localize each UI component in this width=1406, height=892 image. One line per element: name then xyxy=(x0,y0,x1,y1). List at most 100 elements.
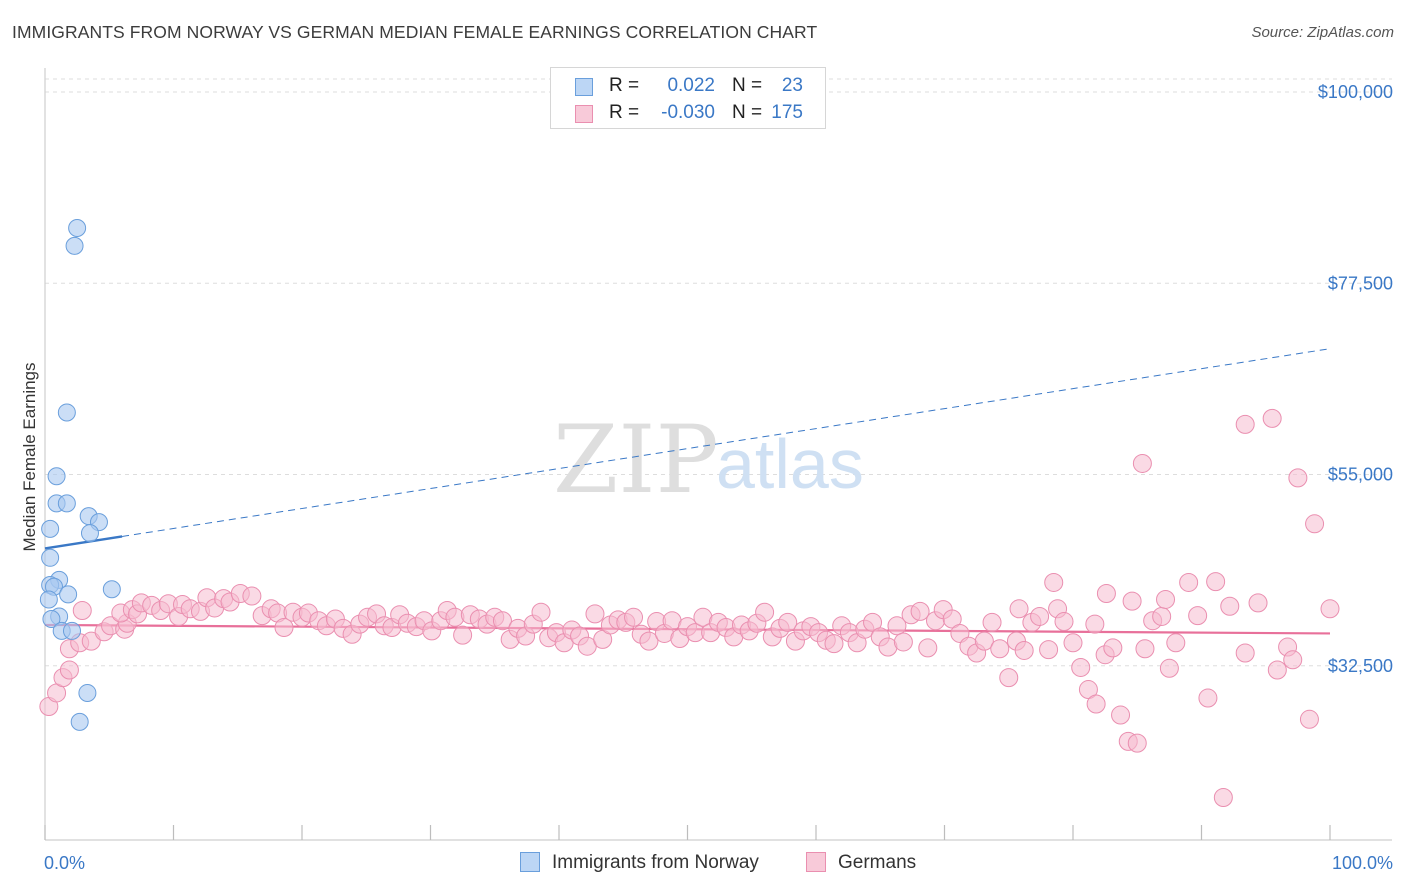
point-norway xyxy=(102,580,121,599)
point-germans xyxy=(1132,453,1152,473)
point-germans xyxy=(1198,688,1218,708)
point-germans xyxy=(1299,709,1319,729)
point-germans xyxy=(72,601,92,620)
bottom-legend-germans: Germans xyxy=(806,852,916,874)
point-germans xyxy=(1220,596,1240,616)
point-germans xyxy=(453,625,473,645)
point-germans xyxy=(982,612,1002,632)
bottom-legend-norway: Immigrants from Norway xyxy=(520,852,759,874)
point-norway xyxy=(62,621,81,640)
point-germans xyxy=(1320,599,1340,619)
point-germans xyxy=(1086,694,1106,714)
legend-n-label: N = xyxy=(732,102,763,123)
point-norway xyxy=(68,219,87,237)
legend-r-label: R = xyxy=(609,75,640,96)
point-germans xyxy=(1103,638,1123,658)
legend-swatch-pink xyxy=(575,105,593,123)
point-germans xyxy=(1156,589,1176,609)
point-germans xyxy=(1071,657,1091,677)
point-norway xyxy=(57,403,76,422)
point-norway xyxy=(41,519,60,538)
point-germans xyxy=(1063,633,1083,653)
y-tick-label-3: $100,000 xyxy=(1318,82,1393,102)
point-germans xyxy=(59,660,79,680)
point-germans xyxy=(1305,514,1325,534)
point-germans xyxy=(1039,640,1059,660)
point-germans xyxy=(1054,612,1074,632)
point-germans xyxy=(1085,614,1105,634)
point-germans xyxy=(1283,650,1303,670)
point-germans xyxy=(1044,572,1064,592)
x-tick-label-min: 0.0% xyxy=(44,853,85,873)
data-points xyxy=(39,219,1340,807)
point-norway xyxy=(78,683,97,702)
point-germans xyxy=(531,602,551,622)
point-germans xyxy=(824,634,844,654)
legend-row-germans: R = -0.030 N = 175 xyxy=(551,101,825,127)
point-germans xyxy=(918,638,938,658)
legend-r-value: 0.022 xyxy=(667,75,715,96)
point-germans xyxy=(1135,639,1155,659)
point-norway xyxy=(65,236,84,255)
point-germans xyxy=(1235,643,1255,663)
point-germans xyxy=(274,618,294,637)
point-germans xyxy=(242,586,262,606)
point-germans xyxy=(624,607,644,627)
point-norway xyxy=(47,467,66,486)
point-norway xyxy=(80,524,99,543)
bottom-legend-label: Immigrants from Norway xyxy=(552,852,759,873)
point-germans xyxy=(1288,468,1308,488)
point-germans xyxy=(1206,572,1226,592)
point-germans xyxy=(887,616,907,636)
point-germans xyxy=(974,631,994,651)
point-norway xyxy=(59,585,78,604)
legend-n-label: N = xyxy=(732,75,763,96)
legend-n-value: 23 xyxy=(781,75,803,96)
point-germans xyxy=(1111,705,1131,725)
point-germans xyxy=(1235,414,1255,434)
point-norway xyxy=(70,712,89,731)
point-norway xyxy=(39,590,58,609)
y-tick-label-2: $77,500 xyxy=(1328,273,1393,293)
legend-r-label: R = xyxy=(609,102,640,123)
legend-row-norway: R = 0.022 N = 23 xyxy=(551,74,825,100)
point-germans xyxy=(1188,606,1208,626)
point-germans xyxy=(1159,658,1179,678)
point-germans xyxy=(639,631,659,651)
point-germans xyxy=(1014,640,1034,660)
legend-n-value: 175 xyxy=(771,102,803,123)
watermark-zip: ZIP xyxy=(553,406,719,515)
y-tick-label-1: $55,000 xyxy=(1328,465,1393,485)
trend-line-norway xyxy=(44,535,123,550)
x-tick-label-max: 100.0% xyxy=(1332,853,1393,873)
point-germans xyxy=(1096,584,1116,603)
bottom-legend-swatch-pink xyxy=(806,852,826,872)
point-norway xyxy=(42,610,61,628)
x-tick-labels: 0.0% 100.0% xyxy=(44,853,1393,873)
point-germans xyxy=(893,632,913,652)
point-germans xyxy=(1248,593,1268,613)
point-norway xyxy=(57,494,76,513)
legend-swatch-blue xyxy=(575,78,593,96)
point-germans xyxy=(910,601,930,621)
point-germans xyxy=(585,604,605,624)
watermark: ZIP atlas xyxy=(553,406,864,515)
chart-source: Source: ZipAtlas.com xyxy=(1251,24,1394,41)
point-germans xyxy=(1127,733,1147,753)
y-tick-labels: $32,500 $55,000 $77,500 $100,000 xyxy=(1318,82,1393,676)
point-germans xyxy=(81,631,101,651)
point-germans xyxy=(778,612,798,632)
y-tick-label-0: $32,500 xyxy=(1328,656,1393,676)
bottom-legend-swatch-blue xyxy=(520,852,540,872)
point-germans xyxy=(999,668,1019,688)
point-germans xyxy=(990,639,1010,659)
point-germans xyxy=(1009,599,1029,619)
point-norway xyxy=(41,548,60,567)
legend: R = 0.022 N = 23 R = -0.030 N = 175 xyxy=(550,67,826,129)
chart-title: IMMIGRANTS FROM NORWAY VS GERMAN MEDIAN … xyxy=(12,22,818,42)
point-germans xyxy=(1267,660,1287,680)
point-germans xyxy=(1262,408,1282,428)
point-germans xyxy=(1213,788,1233,807)
point-germans xyxy=(1030,606,1050,626)
